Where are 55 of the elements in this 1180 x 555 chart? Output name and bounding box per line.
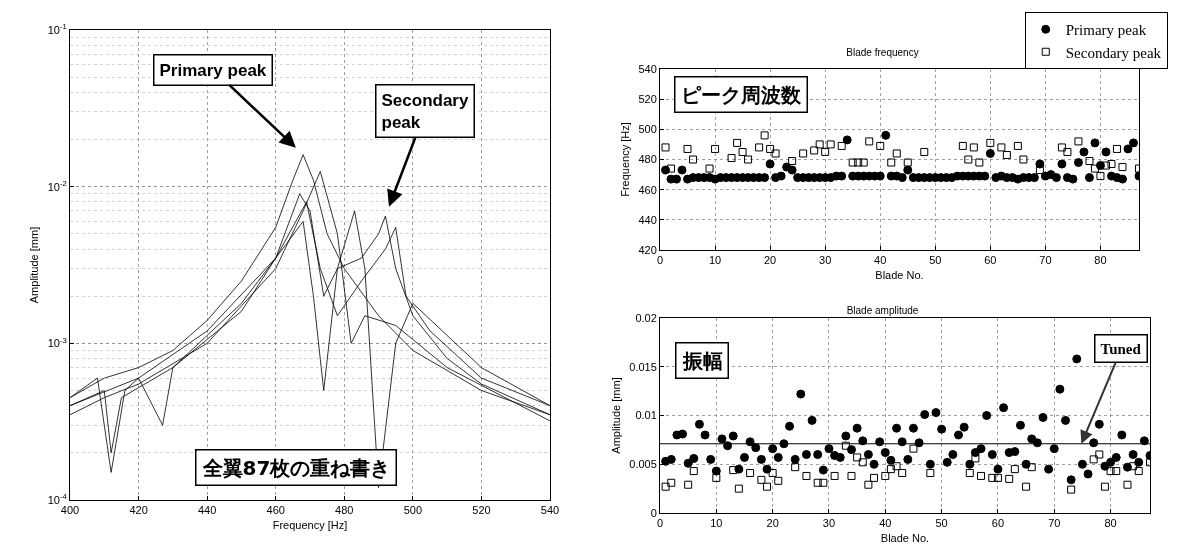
x-tick-label: 40	[874, 254, 887, 267]
annotation: 振幅	[681, 348, 723, 373]
y-tick-label: 0.015	[629, 360, 657, 373]
x-axis-title: Blade No.	[880, 532, 930, 545]
x-tick-label: 10	[710, 517, 723, 530]
x-tick-label: 50	[935, 517, 948, 530]
x-tick-label: 30	[822, 517, 836, 530]
y-tick-label: 440	[638, 213, 657, 226]
x-axis-title: Frequency [Hz]	[272, 519, 348, 532]
y-tick-label: 0.005	[629, 458, 657, 471]
x-tick-label: 20	[763, 254, 777, 267]
x-tick-label: 70	[1048, 517, 1061, 530]
y-tick-label: 420	[638, 243, 657, 256]
x-tick-label: 20	[766, 517, 779, 530]
x-tick-label: 30	[819, 254, 832, 267]
annotation: Secondary peak	[381, 90, 469, 132]
y-tick-label: 0.01	[635, 409, 657, 422]
y-tick-label: 500	[638, 123, 657, 136]
y-tick-label: 480	[638, 153, 657, 166]
x-tick-label: 60	[991, 517, 1005, 530]
x-tick-label: 540	[540, 504, 560, 517]
x-tick-label: 60	[984, 254, 997, 267]
x-tick-label: 400	[60, 504, 80, 517]
x-tick-label: 40	[879, 517, 892, 530]
annotation: ピーク周波数	[680, 82, 802, 107]
y-tick-label: 520	[638, 93, 657, 106]
x-axis-title: Blade No.	[875, 269, 924, 282]
y-tick-label: 10$^{-3}$	[47, 335, 67, 350]
chart-title: Blade frequency	[846, 47, 919, 58]
x-tick-label: 520	[472, 504, 491, 517]
x-tick-label: 70	[1039, 254, 1052, 267]
x-tick-label: 440	[197, 504, 217, 517]
chart-title: Blade amplitude	[846, 305, 919, 316]
y-tick-label: 10$^{-4}$	[47, 492, 68, 506]
y-tick-label: 460	[638, 183, 657, 196]
x-tick-label: 80	[1094, 254, 1107, 267]
x-tick-label: 420	[129, 504, 148, 517]
x-tick-label: 80	[1104, 517, 1117, 530]
x-tick-label: 480	[335, 504, 354, 517]
y-tick-label: 0.02	[635, 311, 657, 324]
y-tick-label: 540	[638, 62, 657, 75]
annotation: Primary peak	[159, 60, 267, 80]
x-tick-label: 50	[929, 254, 942, 267]
x-tick-label: 460	[266, 504, 285, 517]
y-axis-title: Amplitude [mm]	[609, 377, 622, 454]
x-tick-label: 10	[708, 254, 722, 267]
y-tick-label: 10$^{-2}$	[47, 178, 67, 193]
y-axis-title: Frequency [Hz]	[619, 122, 632, 197]
y-axis-title: Amplitude [mm]	[28, 226, 41, 304]
ref-line-label: Tuned	[1100, 340, 1142, 357]
y-tick-label: 10$^{-1}$	[47, 22, 67, 36]
annotation: 全翼87枚の重ね書き	[201, 455, 391, 480]
x-tick-label: 500	[403, 504, 423, 517]
legend-label: Primary peak	[1065, 22, 1147, 39]
legend-label: Secondary peak	[1065, 44, 1162, 61]
